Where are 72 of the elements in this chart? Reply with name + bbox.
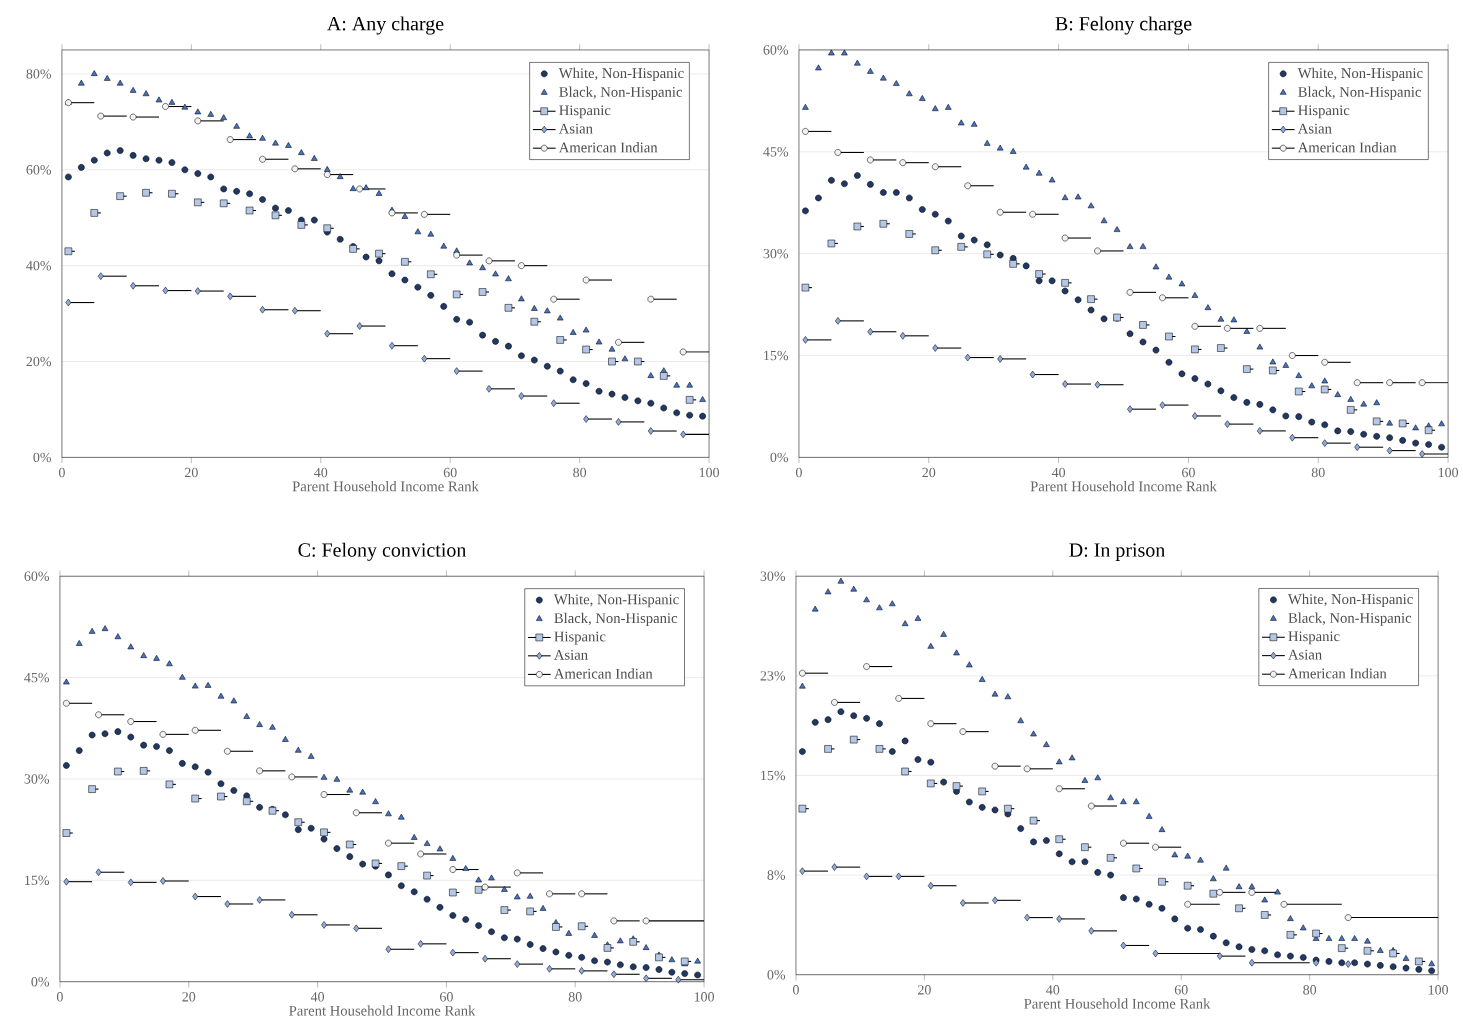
x-tick-label: 0 — [792, 985, 799, 995]
x-tick-label: 100 — [694, 992, 715, 1002]
y-tick-label: 0% — [767, 970, 786, 980]
x-tick-label: 20 — [182, 992, 196, 1002]
x-axis-title: Parent Household Income Rank — [1024, 998, 1211, 1009]
legend-label: Black, Non-Hispanic — [559, 86, 682, 101]
chart-title: D: In prison — [1069, 543, 1165, 562]
x-tick-label: 40 — [314, 467, 328, 478]
x-tick-label: 60 — [1182, 467, 1195, 478]
legend-label: American Indian — [1297, 142, 1397, 153]
legend-label: Black, Non-Hispanic — [554, 613, 678, 627]
x-tick-label: 80 — [568, 992, 582, 1002]
legend-label: White, Non-Hispanic — [558, 67, 684, 82]
chart-title: C: Felony conviction — [298, 542, 467, 562]
legend-label: Black, Non-Hispanic — [1298, 86, 1421, 101]
y-tick-label: 30% — [24, 774, 50, 784]
y-tick-label: 15% — [25, 875, 50, 886]
y-tick-label: 45% — [763, 147, 789, 157]
y-tick-label: 60% — [24, 571, 50, 582]
x-tick-label: 100 — [1428, 985, 1449, 995]
x-axis-title: Parent Household Income Rank — [289, 1005, 476, 1016]
x-tick-label: 60 — [1174, 985, 1188, 995]
x-tick-label: 40 — [310, 992, 325, 1002]
y-tick-label: 0% — [31, 977, 50, 987]
x-tick-label: 20 — [184, 467, 198, 478]
x-axis-title: Parent Household Income Rank — [292, 481, 479, 492]
x-tick-label: 100 — [699, 467, 720, 478]
chart-title: A: Any charge — [327, 16, 444, 35]
x-tick-label: 20 — [918, 985, 931, 995]
y-tick-label: 20% — [26, 356, 52, 367]
legend-label: American Indian — [1288, 668, 1387, 679]
legend-label: Asian — [554, 650, 588, 661]
legend-label: White, Non-Hispanic — [553, 594, 679, 608]
y-tick-label: 40% — [26, 261, 52, 271]
x-tick-label: 80 — [1311, 467, 1325, 478]
y-tick-label: 60% — [26, 165, 52, 175]
y-tick-label: 23% — [760, 671, 786, 681]
x-tick-label: 100 — [1438, 467, 1459, 478]
legend-label: Black, Non-Hispanic — [1288, 612, 1412, 627]
x-tick-label: 0 — [58, 467, 65, 478]
y-tick-label: 15% — [764, 350, 789, 361]
legend-label: Asian — [1288, 649, 1322, 660]
x-tick-label: 60 — [440, 992, 453, 1002]
legend-label: Hispanic — [1288, 631, 1340, 645]
y-tick-label: 30% — [763, 249, 789, 259]
y-tick-label: 45% — [24, 673, 50, 683]
y-tick-label: 60% — [763, 45, 789, 55]
legend-label: White, Non-Hispanic — [1287, 593, 1413, 608]
x-tick-label: 0 — [56, 992, 63, 1002]
legend-label: Asian — [558, 123, 593, 134]
x-tick-label: 0 — [795, 467, 802, 478]
y-tick-label: 0% — [770, 452, 789, 463]
legend-label: Asian — [1297, 123, 1332, 134]
y-tick-label: 8% — [767, 870, 786, 881]
legend-label: Hispanic — [554, 631, 606, 645]
y-tick-label: 30% — [760, 571, 786, 582]
y-tick-label: 80% — [26, 69, 52, 79]
y-tick-label: 15% — [761, 770, 786, 781]
x-tick-label: 40 — [1046, 985, 1060, 995]
legend-label: American Indian — [558, 142, 658, 153]
x-tick-label: 60 — [443, 467, 457, 478]
chart-title: B: Felony charge — [1055, 16, 1192, 35]
legend-label: American Indian — [554, 668, 653, 679]
y-tick-label: 0% — [33, 452, 52, 463]
x-axis-title: Parent Household Income Rank — [1030, 481, 1217, 492]
legend-label: Hispanic — [1298, 105, 1350, 119]
legend-label: White, Non-Hispanic — [1297, 67, 1423, 82]
legend-label: Hispanic — [559, 105, 611, 119]
x-tick-label: 80 — [573, 467, 587, 478]
x-tick-label: 80 — [1303, 985, 1317, 995]
x-tick-label: 20 — [922, 467, 936, 478]
x-tick-label: 40 — [1051, 467, 1066, 478]
